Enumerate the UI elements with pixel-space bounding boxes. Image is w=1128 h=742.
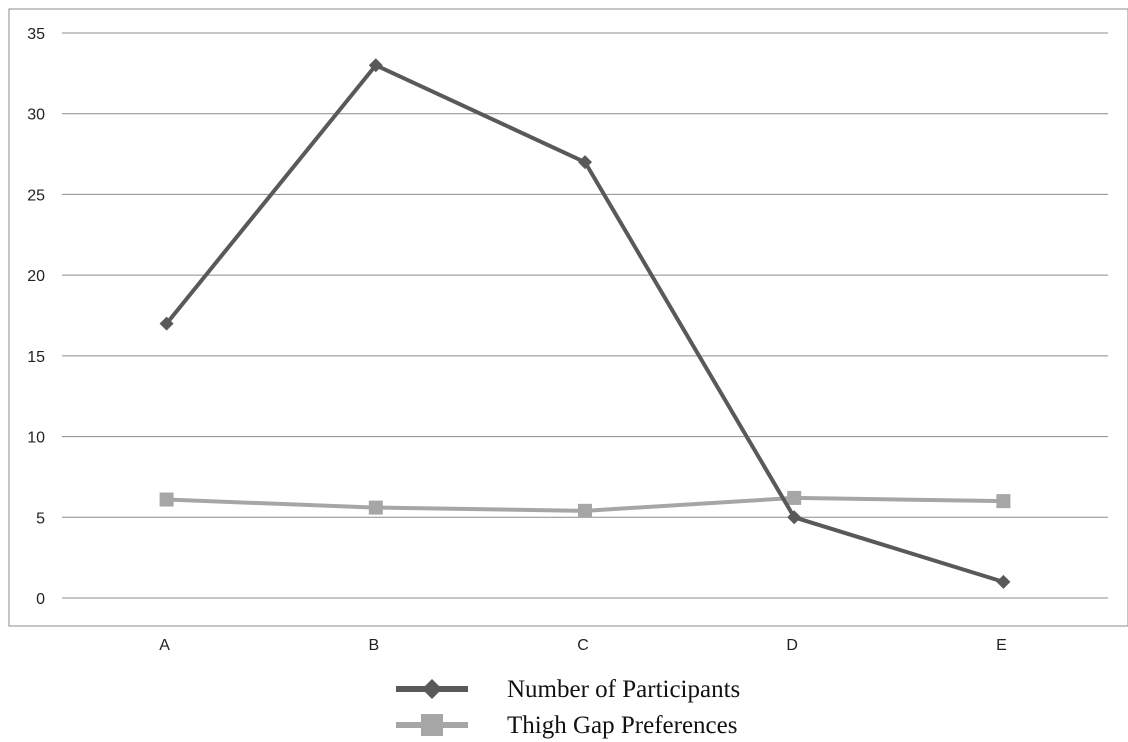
y-tick-label: 10 — [27, 430, 45, 447]
series-1 — [159, 58, 1011, 589]
plot-border — [8, 8, 1128, 627]
y-tick-label: 5 — [36, 510, 45, 527]
y-tick-label: 0 — [36, 591, 45, 608]
data-point — [996, 574, 1011, 589]
x-tick-label: A — [159, 637, 170, 654]
y-tick-label: 35 — [27, 26, 45, 43]
series-2 — [159, 490, 1011, 518]
x-tick-label: B — [368, 637, 379, 654]
data-point — [787, 510, 802, 525]
data-point — [578, 155, 592, 170]
y-tick-label: 25 — [27, 187, 45, 204]
legend-item: Number of Participants — [396, 676, 740, 703]
y-tick-label: 15 — [27, 349, 45, 366]
y-axis-ticks: 0 5 10 15 20 25 30 35 — [27, 26, 45, 608]
data-point — [368, 500, 383, 515]
gridlines — [62, 32, 1108, 599]
data-point — [159, 492, 174, 507]
x-axis-ticks: A B C D E — [159, 637, 1006, 654]
x-tick-label: C — [577, 637, 589, 654]
legend: Number of Participants Thigh Gap Preferen… — [396, 676, 740, 739]
legend-label: Number of Participants — [507, 676, 740, 703]
legend-marker — [421, 714, 443, 736]
x-tick-label: E — [996, 637, 1007, 654]
x-tick-label: D — [786, 637, 798, 654]
legend-marker — [422, 679, 442, 699]
series-layer — [159, 58, 1011, 589]
legend-label: Thigh Gap Preferences — [507, 712, 737, 739]
y-tick-label: 30 — [27, 107, 45, 124]
y-tick-label: 20 — [27, 268, 45, 285]
data-point — [996, 494, 1011, 509]
data-point — [787, 490, 802, 505]
data-point — [578, 503, 592, 518]
data-point — [159, 316, 174, 331]
data-point — [368, 58, 383, 73]
legend-item: Thigh Gap Preferences — [396, 712, 737, 739]
